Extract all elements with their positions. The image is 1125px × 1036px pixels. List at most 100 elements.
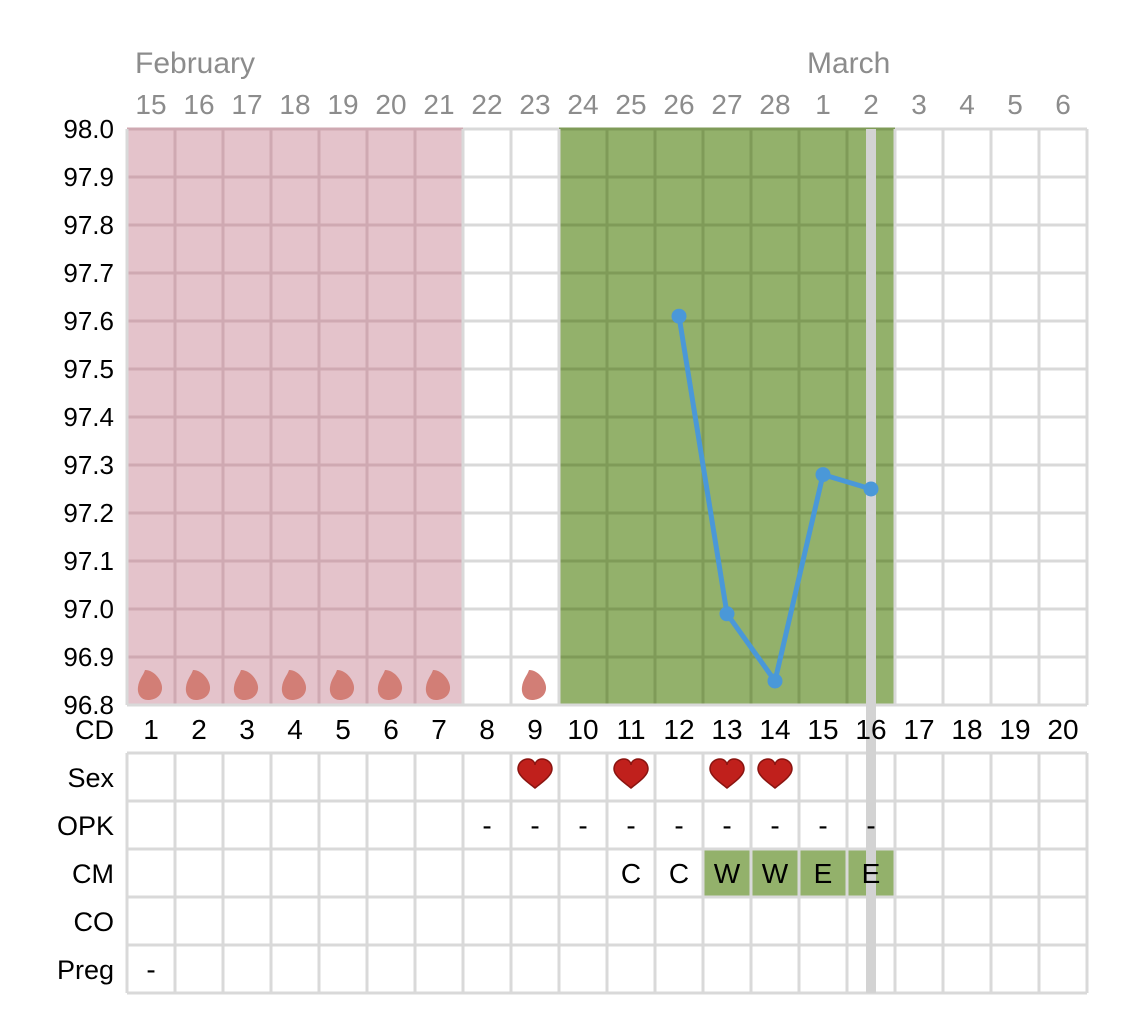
date-label: 26 <box>663 89 694 120</box>
row-cm-value: E <box>814 858 833 889</box>
y-tick-label: 98.0 <box>63 114 114 144</box>
row-label-cd: CD <box>75 715 114 745</box>
cycle-day-label: 8 <box>479 714 495 745</box>
cycle-day-label: 7 <box>431 714 447 745</box>
date-label: 3 <box>911 89 927 120</box>
period-drop-icon <box>521 670 547 700</box>
grid-layer <box>125 127 1089 995</box>
date-label: 15 <box>135 89 166 120</box>
date-label: 20 <box>375 89 406 120</box>
temperature-point <box>719 606 735 622</box>
y-tick-label: 97.0 <box>63 594 114 624</box>
temperature-point <box>767 673 783 689</box>
row-opk-value: - <box>722 810 731 841</box>
cycle-day-label: 12 <box>663 714 694 745</box>
row-preg-value: - <box>146 954 155 985</box>
period-drop-icon <box>377 670 403 700</box>
today-layer <box>866 129 876 993</box>
row-label-sex: Sex <box>67 763 114 793</box>
date-label: 23 <box>519 89 550 120</box>
date-label: 22 <box>471 89 502 120</box>
cycle-day-label: 20 <box>1047 714 1078 745</box>
temperature-point <box>863 481 879 497</box>
date-label: 2 <box>863 89 879 120</box>
date-label: 4 <box>959 89 975 120</box>
y-tick-label: 97.5 <box>63 354 114 384</box>
row-label-opk: OPK <box>57 811 114 841</box>
heart-icon <box>517 758 553 789</box>
period-drop-icon <box>281 670 307 700</box>
y-tick-label: 97.6 <box>63 306 114 336</box>
cycle-day-label: 1 <box>143 714 159 745</box>
y-tick-label: 97.7 <box>63 258 114 288</box>
row-label-cm: CM <box>72 859 114 889</box>
y-tick-label: 97.2 <box>63 498 114 528</box>
date-label: 28 <box>759 89 790 120</box>
temperature-layer <box>671 308 879 689</box>
cycle-day-label: 17 <box>903 714 934 745</box>
period-drop-icon <box>137 670 163 700</box>
cycle-day-label: 5 <box>335 714 351 745</box>
date-label: 17 <box>231 89 262 120</box>
cycle-day-label: 10 <box>567 714 598 745</box>
y-tick-label: 97.3 <box>63 450 114 480</box>
heart-icon <box>757 758 793 789</box>
date-label: 19 <box>327 89 358 120</box>
date-label: 16 <box>183 89 214 120</box>
period-drop-icon <box>425 670 451 700</box>
period-drop-icon <box>185 670 211 700</box>
cycle-day-label: 14 <box>759 714 790 745</box>
date-label: 5 <box>1007 89 1023 120</box>
row-opk-value: - <box>818 810 827 841</box>
month-label: February <box>135 47 255 80</box>
temperature-point <box>815 467 831 483</box>
date-label: 25 <box>615 89 646 120</box>
heart-icon <box>613 758 649 789</box>
date-label: 21 <box>423 89 454 120</box>
row-cm-value: C <box>621 858 641 889</box>
cycle-day-label: 2 <box>191 714 207 745</box>
row-cm-value: W <box>762 858 789 889</box>
today-marker <box>866 129 876 993</box>
row-opk-value: - <box>674 810 683 841</box>
row-opk-value: - <box>482 810 491 841</box>
row-label-preg: Preg <box>57 955 114 985</box>
date-label: 24 <box>567 89 598 120</box>
cycle-day-label: 6 <box>383 714 399 745</box>
row-label-co: CO <box>74 907 115 937</box>
row-cm-value: C <box>669 858 689 889</box>
y-tick-label: 96.9 <box>63 642 114 672</box>
row-opk-value: - <box>770 810 779 841</box>
y-tick-label: 97.8 <box>63 210 114 240</box>
cycle-day-label: 15 <box>807 714 838 745</box>
cycle-day-label: 16 <box>855 714 886 745</box>
y-tick-label: 97.1 <box>63 546 114 576</box>
y-tick-label: 97.4 <box>63 402 114 432</box>
cycle-day-label: 13 <box>711 714 742 745</box>
cycle-day-label: 4 <box>287 714 303 745</box>
date-label: 18 <box>279 89 310 120</box>
period-drop-icon <box>233 670 259 700</box>
period-drop-icon <box>329 670 355 700</box>
row-opk-value: - <box>866 810 875 841</box>
temperature-point <box>671 308 687 324</box>
row-opk-value: - <box>530 810 539 841</box>
row-cm-value: W <box>714 858 741 889</box>
cycle-day-label: 18 <box>951 714 982 745</box>
date-label: 27 <box>711 89 742 120</box>
heart-icon <box>709 758 745 789</box>
date-label: 6 <box>1055 89 1071 120</box>
y-tick-label: 96.8 <box>63 690 114 720</box>
month-label: March <box>807 47 890 80</box>
cycle-day-label: 19 <box>999 714 1030 745</box>
date-label: 1 <box>815 89 831 120</box>
row-cm-value: E <box>862 858 881 889</box>
cycle-day-label: 3 <box>239 714 255 745</box>
row-opk-value: - <box>578 810 587 841</box>
cycle-day-label: 9 <box>527 714 543 745</box>
cycle-day-label: 11 <box>616 714 645 745</box>
row-opk-value: - <box>626 810 635 841</box>
y-tick-label: 97.9 <box>63 162 114 192</box>
